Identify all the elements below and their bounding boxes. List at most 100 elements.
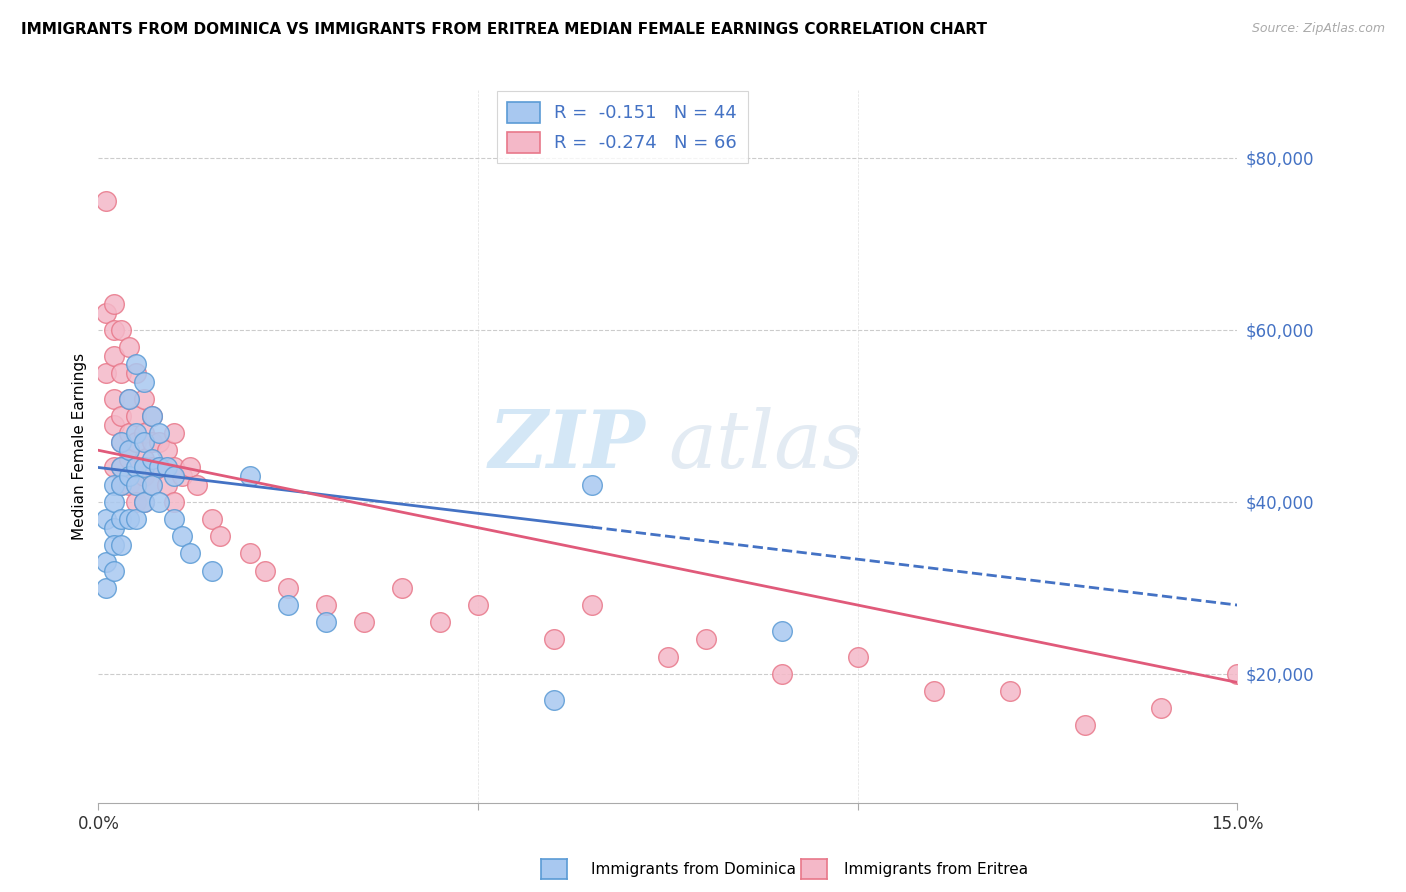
Point (118, 469, 141, 483)
Point (163, 495, 186, 509)
Point (132, 469, 155, 483)
Point (239, 546, 262, 560)
Point (186, 477, 208, 491)
Point (543, 632, 565, 647)
Point (125, 460, 148, 475)
Y-axis label: Median Female Earnings: Median Female Earnings (72, 352, 87, 540)
Point (94, 306, 117, 320)
Point (163, 469, 186, 483)
Point (103, 521, 125, 535)
Point (277, 581, 299, 595)
Point (1150, 701, 1173, 715)
Point (170, 469, 193, 483)
Point (770, 666, 793, 681)
Text: atlas: atlas (668, 408, 863, 484)
Point (103, 323, 125, 337)
Point (103, 495, 125, 509)
Point (118, 426, 141, 441)
Point (1226, 666, 1249, 681)
Legend: R =  -0.151   N = 44, R =  -0.274   N = 66: R = -0.151 N = 44, R = -0.274 N = 66 (496, 91, 748, 163)
Point (103, 460, 125, 475)
Point (156, 460, 179, 475)
Point (922, 684, 945, 698)
Point (118, 392, 141, 406)
Point (103, 564, 125, 578)
Point (695, 632, 717, 647)
Point (141, 477, 163, 491)
Point (103, 297, 125, 311)
Point (94, 512, 117, 526)
Text: ZIP: ZIP (488, 408, 645, 484)
Point (103, 417, 125, 432)
Point (208, 529, 231, 543)
Point (110, 512, 132, 526)
Point (467, 598, 489, 612)
Point (163, 512, 186, 526)
Point (110, 538, 132, 552)
Point (110, 434, 132, 449)
Point (1074, 718, 1097, 732)
Text: Immigrants from Eritrea: Immigrants from Eritrea (844, 863, 1028, 877)
Point (581, 477, 603, 491)
Point (543, 692, 565, 706)
Point (110, 366, 132, 380)
Point (103, 392, 125, 406)
Point (179, 460, 201, 475)
Point (429, 615, 451, 630)
Point (148, 495, 170, 509)
Point (148, 460, 170, 475)
Point (110, 409, 132, 423)
Point (148, 460, 170, 475)
Point (148, 434, 170, 449)
Point (125, 477, 148, 491)
Point (141, 460, 163, 475)
Point (132, 451, 155, 466)
Point (110, 460, 132, 475)
Point (315, 598, 337, 612)
Point (103, 538, 125, 552)
Point (254, 564, 277, 578)
Point (315, 615, 337, 630)
Point (132, 375, 155, 389)
Point (163, 426, 186, 441)
Point (353, 615, 375, 630)
Point (118, 477, 141, 491)
Point (110, 434, 132, 449)
Point (118, 340, 141, 354)
Point (141, 409, 163, 423)
Point (94, 581, 117, 595)
Point (132, 460, 155, 475)
Point (132, 495, 155, 509)
Point (94, 366, 117, 380)
Point (132, 434, 155, 449)
Point (110, 323, 132, 337)
Point (118, 443, 141, 458)
Point (110, 477, 132, 491)
Point (277, 598, 299, 612)
Point (132, 426, 155, 441)
Point (163, 460, 186, 475)
Text: Immigrants from Dominica: Immigrants from Dominica (591, 863, 796, 877)
Text: IMMIGRANTS FROM DOMINICA VS IMMIGRANTS FROM ERITREA MEDIAN FEMALE EARNINGS CORRE: IMMIGRANTS FROM DOMINICA VS IMMIGRANTS F… (21, 22, 987, 37)
Point (103, 477, 125, 491)
Point (94, 555, 117, 569)
Point (846, 649, 869, 664)
Point (581, 598, 603, 612)
Point (125, 460, 148, 475)
Point (125, 366, 148, 380)
Point (657, 649, 679, 664)
Point (110, 477, 132, 491)
Point (391, 581, 413, 595)
Point (118, 512, 141, 526)
Point (141, 451, 163, 466)
Point (156, 477, 179, 491)
Point (94, 194, 117, 208)
Point (770, 624, 793, 638)
Point (156, 443, 179, 458)
Point (125, 477, 148, 491)
Point (148, 426, 170, 441)
Point (141, 477, 163, 491)
Point (125, 495, 148, 509)
Point (103, 349, 125, 363)
Point (170, 529, 193, 543)
